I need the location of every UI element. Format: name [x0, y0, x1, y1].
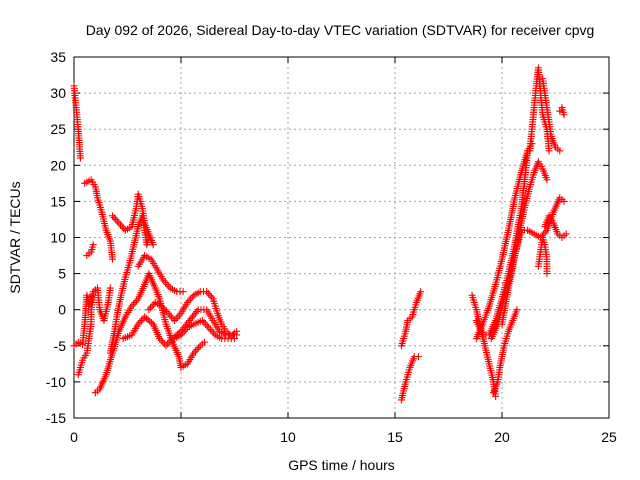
data-point	[112, 215, 120, 223]
y-tick-label: -15	[46, 410, 66, 426]
data-point	[174, 313, 182, 321]
y-axis-label: SDTVAR / TECUs	[7, 181, 23, 293]
data-point	[179, 329, 187, 337]
data-point	[415, 353, 423, 361]
data-point	[172, 315, 180, 323]
data-point	[231, 335, 238, 343]
data-point	[233, 331, 241, 339]
x-tick-label: 25	[601, 429, 617, 445]
data-point	[89, 291, 97, 299]
data-point	[109, 212, 117, 220]
data-point	[543, 176, 551, 184]
data-point	[560, 197, 568, 205]
x-tick-label: 15	[387, 429, 403, 445]
data-point	[117, 221, 125, 229]
data-point	[210, 329, 218, 337]
data-point	[206, 326, 214, 334]
data-point	[167, 313, 175, 321]
data-point	[180, 327, 188, 335]
x-tick-label: 5	[177, 429, 185, 445]
data-point	[203, 322, 211, 330]
data-point	[110, 214, 118, 222]
data-point	[187, 295, 195, 303]
data-point	[131, 298, 139, 306]
data-point	[115, 219, 123, 227]
x-axis-label: GPS time / hours	[288, 457, 395, 473]
data-point	[106, 284, 114, 292]
chart-title: Day 092 of 2026, Sidereal Day-to-day VTE…	[86, 22, 595, 38]
data-point	[206, 291, 214, 299]
data-point	[171, 317, 179, 325]
data-point	[203, 288, 211, 296]
data-point	[147, 304, 155, 312]
data-point	[159, 338, 167, 346]
data-point	[145, 306, 153, 314]
x-tick-label: 0	[70, 429, 78, 445]
data-point	[560, 111, 568, 119]
y-tick-label: 15	[50, 193, 66, 209]
data-point	[417, 288, 425, 296]
data-point	[163, 280, 171, 288]
data-point	[545, 147, 553, 155]
y-tick-label: -5	[54, 338, 67, 354]
data-point	[193, 345, 201, 353]
data-point	[492, 392, 500, 400]
data-point	[562, 230, 570, 238]
data-point	[113, 217, 121, 225]
axis-ticks: 0 5 10 15 20 25 -15 -10 -5 0 5 10 15 20 25 30 35	[46, 49, 617, 445]
data-point	[204, 289, 212, 297]
data-point	[141, 313, 149, 321]
x-tick-label: 10	[280, 429, 296, 445]
data-point	[120, 224, 128, 232]
data-point	[195, 344, 203, 352]
data-point	[146, 317, 154, 325]
data-point	[150, 300, 158, 308]
data-point	[109, 255, 117, 263]
y-tick-label: 20	[50, 157, 66, 173]
data-point	[76, 154, 84, 162]
data-points	[70, 64, 570, 404]
y-tick-label: 10	[50, 230, 66, 246]
y-tick-label: 0	[58, 302, 66, 318]
y-tick-label: 30	[50, 85, 66, 101]
data-point	[205, 324, 213, 332]
data-point	[208, 327, 216, 335]
x-tick-label: 20	[494, 429, 510, 445]
data-point	[162, 342, 170, 350]
data-point	[149, 241, 157, 249]
data-point	[89, 241, 97, 249]
data-point	[556, 147, 564, 155]
data-point	[165, 282, 173, 290]
data-point	[201, 338, 209, 346]
data-point	[144, 316, 152, 324]
data-point	[179, 288, 187, 296]
data-point	[164, 340, 172, 348]
y-tick-label: 35	[50, 49, 66, 65]
data-point	[543, 270, 551, 278]
data-point	[142, 314, 150, 322]
y-tick-label: 25	[50, 121, 66, 137]
data-point	[200, 318, 208, 326]
y-tick-label: 5	[58, 266, 66, 282]
y-tick-label: -10	[46, 374, 66, 390]
grid	[74, 57, 609, 418]
data-point	[188, 293, 196, 301]
data-point	[147, 319, 155, 327]
data-point	[513, 306, 521, 314]
